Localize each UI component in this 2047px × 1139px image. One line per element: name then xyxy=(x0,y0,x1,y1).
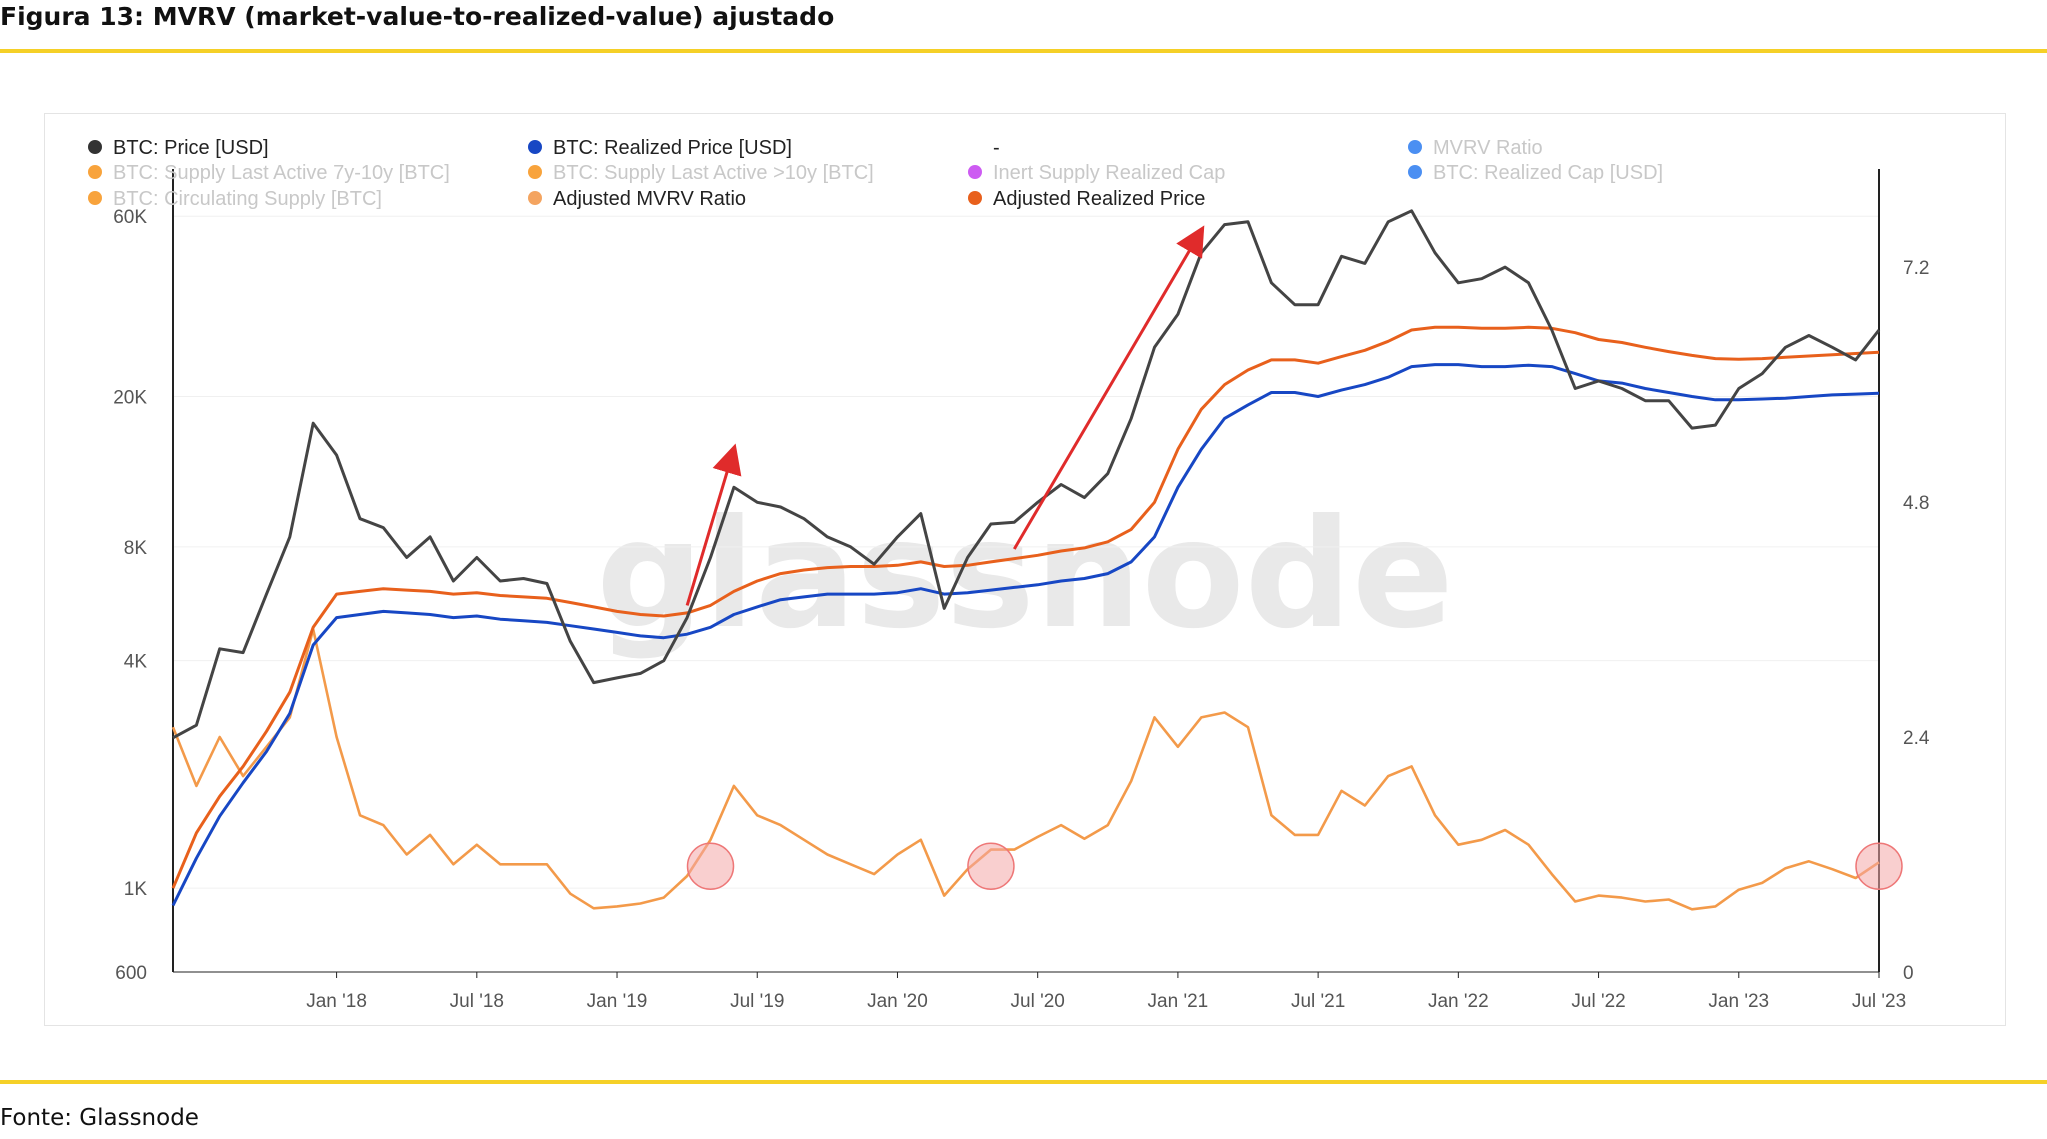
x-tick-label: Jul '21 xyxy=(1291,991,1345,1012)
series-line-btc-price-usd xyxy=(172,209,1881,740)
legend-dot-btc-realized-price-usd xyxy=(528,140,542,154)
figure-title: Figura 13: MVRV (market-value-to-realize… xyxy=(0,2,835,31)
x-tick-label: Jul '20 xyxy=(1011,991,1065,1012)
series-line-adjusted-mvrv-ratio xyxy=(171,628,1880,911)
legend-label-btc-circulating-supply-btc: BTC: Circulating Supply [BTC] xyxy=(113,188,382,210)
legend-label-btc-realized-price-usd: BTC: Realized Price [USD] xyxy=(553,137,792,159)
legend-label-btc-supply-last-active-7y-10y-btc: BTC: Supply Last Active 7y-10y [BTC] xyxy=(113,162,450,184)
chart-svg: glassnode 60K 20K 8K 4K 1K 600 7.2 4.8 2.4 0 Jan '1… xyxy=(88,137,1930,1012)
x-tick-label: Jul '23 xyxy=(1852,991,1906,1012)
y-left-tick-label: 20K xyxy=(113,388,147,409)
y-left-tick-label: 4K xyxy=(124,652,148,673)
highlight-circle xyxy=(686,842,735,890)
y-left-tick-label: 8K xyxy=(124,538,148,559)
legend-label-btc-price-usd: BTC: Price [USD] xyxy=(113,137,269,159)
legend-label-inert-supply-realized-cap: Inert Supply Realized Cap xyxy=(993,162,1225,184)
y-left-tick-label: 1K xyxy=(124,879,148,900)
chart-panel: glassnode 60K 20K 8K 4K 1K 600 7.2 4.8 2.4 0 Jan '1… xyxy=(44,113,2006,1026)
x-tick-label: Jan '19 xyxy=(587,991,648,1012)
highlight-circle xyxy=(1855,842,1903,890)
legend-dot-btc-price-usd xyxy=(88,140,102,154)
legend-dot-btc-supply-last-active-10y-btc xyxy=(528,165,542,179)
legend-label-btc-supply-last-active-10y-btc: BTC: Supply Last Active >10y [BTC] xyxy=(553,162,874,184)
legend-dot-btc-realized-cap-usd xyxy=(1408,165,1422,179)
x-tick-label: Jan '22 xyxy=(1428,991,1489,1012)
x-tick-label: Jan '18 xyxy=(306,991,367,1012)
legend-dot-inert-supply-realized-cap xyxy=(968,165,982,179)
legend-label-adjusted-mvrv-ratio: Adjusted MVRV Ratio xyxy=(553,188,746,210)
top-rule xyxy=(0,49,2047,53)
x-tick-label: Jan '20 xyxy=(867,991,928,1012)
y-right-tick-label: 0 xyxy=(1903,963,1914,984)
watermark-text: glassnode xyxy=(596,488,1454,662)
legend-label-blank: - xyxy=(993,137,1000,159)
y-left-tick-label: 600 xyxy=(115,963,147,984)
x-tick-label: Jan '21 xyxy=(1148,991,1209,1012)
legend-dot-adjusted-realized-price xyxy=(968,191,982,205)
highlight-circle xyxy=(967,842,1015,890)
y-right-tick-label: 7.2 xyxy=(1903,258,1929,279)
legend-label-adjusted-realized-price: Adjusted Realized Price xyxy=(993,188,1205,210)
x-tick-label: Jan '23 xyxy=(1708,991,1769,1012)
legend-dot-adjusted-mvrv-ratio xyxy=(528,191,542,205)
x-tick-label: Jul '22 xyxy=(1571,991,1625,1012)
legend-dot-btc-supply-last-active-7y-10y-btc xyxy=(88,165,102,179)
y-left-tick-label: 60K xyxy=(113,207,147,228)
legend-dot-mvrv-ratio xyxy=(1408,140,1422,154)
x-tick-label: Jul '18 xyxy=(450,991,504,1012)
x-tick-label: Jul '19 xyxy=(730,991,784,1012)
legend-label-btc-realized-cap-usd: BTC: Realized Cap [USD] xyxy=(1433,162,1663,184)
bottom-rule xyxy=(0,1080,2047,1084)
y-right-tick-label: 2.4 xyxy=(1903,728,1930,749)
y-right-tick-label: 4.8 xyxy=(1903,493,1929,514)
series-line-adjusted-realized-price xyxy=(171,325,1880,889)
series-line-btc-realized-price-usd xyxy=(171,363,1880,907)
source-note: Fonte: Glassnode xyxy=(0,1105,199,1131)
annotation-arrow xyxy=(1013,225,1205,550)
legend-label-mvrv-ratio: MVRV Ratio xyxy=(1433,137,1543,159)
annotation-arrow xyxy=(685,443,742,606)
legend-dot-btc-circulating-supply-btc xyxy=(88,191,102,205)
